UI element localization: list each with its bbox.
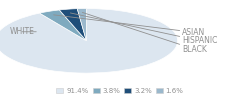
Wedge shape [0, 8, 178, 73]
Text: ASIAN: ASIAN [54, 15, 206, 37]
Legend: 91.4%, 3.8%, 3.2%, 1.6%: 91.4%, 3.8%, 3.2%, 1.6% [54, 85, 186, 96]
Text: WHITE: WHITE [10, 27, 36, 36]
Text: BLACK: BLACK [82, 12, 207, 54]
Wedge shape [40, 10, 86, 41]
Text: HISPANIC: HISPANIC [70, 13, 218, 45]
Wedge shape [59, 9, 86, 41]
Wedge shape [77, 8, 86, 41]
